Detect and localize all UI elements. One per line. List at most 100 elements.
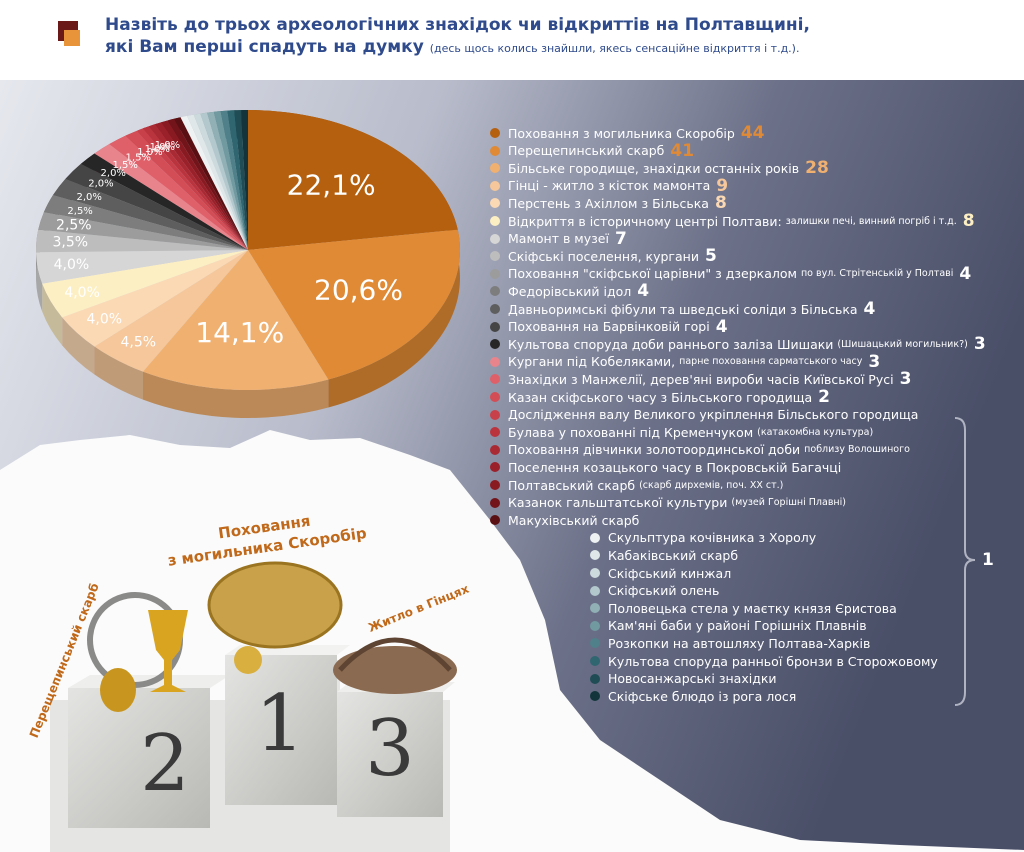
legend-label: Давньоримські фібули та шведські соліди …	[508, 301, 858, 317]
pie-slice	[174, 117, 248, 250]
legend-value: 41	[670, 140, 695, 161]
legend-item: Поховання на Барвінковій горі 4	[490, 316, 728, 337]
legend-label: Культова споруда доби раннього заліза Ши…	[508, 336, 834, 352]
legend-item: Кам'яні баби у районі Горішніх Плавнів	[590, 617, 867, 635]
slice-label: 4,5%	[120, 335, 156, 351]
pie-slice	[36, 250, 248, 284]
legend-item: Булава у похованні під Кременчуком (катак…	[490, 423, 873, 441]
legend-swatch	[490, 286, 500, 297]
artifact-cup	[148, 610, 188, 692]
legend-swatch	[490, 462, 500, 473]
legend-label: Мамонт в музеї	[508, 231, 609, 247]
title-line: які Вам перші спадуть на думку	[105, 37, 424, 57]
legend-item: Скульптура кочівника з Хоролу	[590, 529, 816, 547]
legend-value: 4	[637, 281, 650, 302]
pie-slice	[149, 124, 248, 250]
legend-item: Федорівський ідол 4	[490, 281, 650, 302]
title-line: Назвіть до трьох археологічних знахідок …	[105, 15, 810, 35]
legend-label: Булава у похованні під Кременчуком	[508, 424, 754, 440]
legend-swatch	[490, 198, 500, 209]
pie-labels: 22,1%20,6%14,1%4,5%4,0%4,0%4,0%3,5%2,5%2…	[53, 140, 403, 350]
slice-label: 2,5%	[67, 206, 92, 217]
pie-slice	[43, 194, 248, 250]
legend-item: Відкриття в історичному центрі Полтави: з…	[490, 211, 975, 231]
legend-item: Дослідження валу Великого укріплення Біл…	[490, 406, 918, 424]
legend-item: Скіфські поселення, кургани 5	[490, 246, 717, 266]
legend-item: Розкопки на автошляху Полтава-Харків	[590, 634, 870, 652]
legend-item: Знахідки з Манжелії, дерев'яні вироби ча…	[490, 369, 911, 389]
legend-swatch	[590, 673, 600, 684]
legend-swatch	[490, 321, 500, 332]
pie-slice-side	[62, 317, 95, 375]
pie-slice	[81, 153, 248, 250]
pie-slice	[35, 229, 248, 253]
legend-swatch	[590, 568, 600, 578]
pie-slice	[142, 250, 329, 390]
legend-value: 4	[959, 263, 972, 284]
pie-slice	[53, 178, 248, 250]
pie-slice-side	[328, 229, 461, 408]
legend-label: Кургани під Кобеляками,	[508, 354, 676, 370]
slice-label: 2,5%	[56, 217, 92, 233]
pie-slice	[200, 112, 248, 250]
legend-label: Скульптура кочівника з Хоролу	[608, 530, 817, 546]
legend-item: Культова споруда доби раннього заліза Ши…	[490, 334, 986, 354]
legend-note: (скарб дирхемів, поч. ХХ ст.)	[639, 479, 784, 491]
legend-label: Скіфський кинжал	[608, 565, 732, 581]
legend-value: 9	[716, 175, 729, 196]
legend-value: 44	[740, 123, 765, 143]
legend-note: поблизу Волошиного	[804, 444, 910, 456]
legend-item: Давньоримські фібули та шведські соліди …	[490, 299, 875, 319]
legend-swatch	[490, 216, 500, 226]
slice-label: 1,0%	[155, 140, 180, 151]
slice-label: 22,1%	[287, 168, 376, 201]
legend-item: Гінці - житло з кісток мамонта 9	[490, 175, 729, 196]
slice-label: 1,0%	[145, 144, 170, 155]
pie-slice	[109, 135, 248, 250]
pie-slice	[207, 111, 248, 250]
pie-slice	[62, 250, 249, 347]
legend-swatch	[490, 497, 500, 508]
legend-swatch	[490, 163, 500, 174]
group-brace	[954, 417, 976, 706]
legend-swatch	[490, 515, 500, 526]
legend-item: Полтавський скарб (скарб дирхемів, поч. Х…	[490, 476, 783, 494]
slice-label: 14,1%	[195, 316, 284, 349]
pie-slice	[220, 110, 248, 250]
pie-slice	[94, 250, 248, 372]
pie-slice	[234, 110, 248, 250]
pie-slice	[248, 110, 458, 250]
legend-swatch	[490, 180, 500, 191]
slice-label: 2,0%	[101, 168, 126, 179]
slice-label: 1,5%	[126, 152, 151, 163]
legend-label: Скіфське блюдо із рога лося	[608, 688, 797, 704]
legend-swatch	[490, 304, 500, 314]
legend-swatch	[490, 356, 500, 367]
pie-slice	[94, 144, 248, 250]
legend-label: Поховання дівчинки золотоординської доби	[508, 442, 801, 458]
legend-swatch	[490, 145, 500, 156]
pie-slice	[142, 126, 248, 250]
legend-item: Скіфський кинжал	[590, 564, 731, 582]
legend-item: Поховання "скіфської царівни" з дзеркало…	[490, 263, 972, 284]
pie-slice	[248, 229, 460, 380]
legend-value: 4	[715, 316, 728, 337]
artifact-ring	[100, 668, 136, 712]
legend-item: Поселення козацького часу в Покровській …	[490, 458, 841, 476]
legend-item: Більське городище, знахідки останніх рок…	[490, 158, 829, 178]
artifact-plaque	[207, 561, 343, 649]
pie-slice-side	[42, 283, 63, 346]
legend-item: Казан скіфського часу з Більського город…	[490, 387, 830, 407]
slice-label: 1,5%	[112, 160, 137, 171]
legend-label: Казанок гальштатської культури	[508, 495, 728, 511]
legend-label: Гінці - житло з кісток мамонта	[508, 178, 711, 194]
slice-label: 4,0%	[86, 311, 122, 327]
legend-item: Кабаківський скарб	[590, 546, 738, 564]
slice-label: 4,0%	[64, 285, 100, 301]
legend-swatch	[590, 585, 600, 596]
legend-label: Поховання на Барвінковій горі	[508, 319, 710, 335]
pie-slice	[65, 163, 248, 250]
legend-value: 8	[962, 211, 975, 231]
podium-box	[225, 655, 337, 805]
podium-box	[68, 688, 210, 828]
